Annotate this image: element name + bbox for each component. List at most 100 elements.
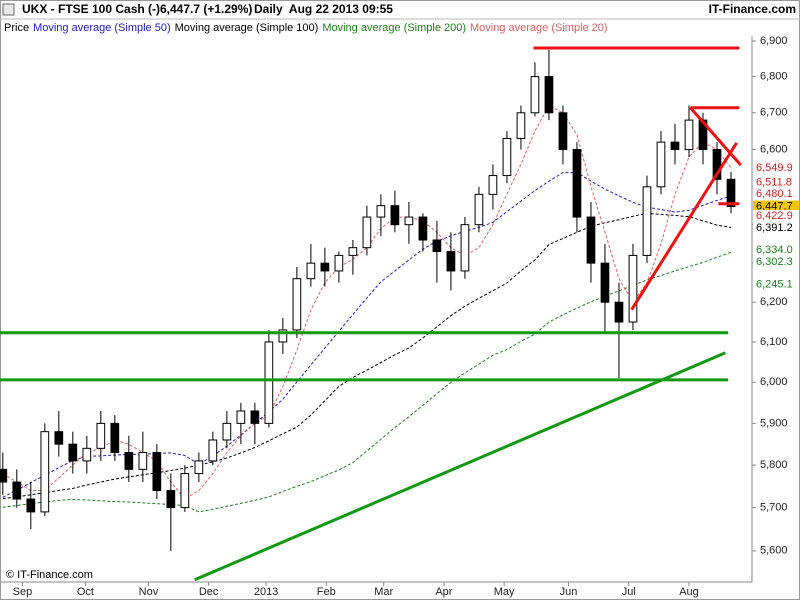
candle-body	[544, 76, 554, 114]
candle-body	[138, 452, 148, 470]
price-label: 6,480.1	[756, 188, 793, 200]
candle-body	[726, 178, 736, 208]
x-tick-label: Nov	[139, 586, 159, 598]
candle-body	[390, 205, 400, 226]
candle-body	[320, 262, 330, 272]
candle-body	[96, 422, 106, 449]
candle-body	[68, 443, 78, 462]
candle-body	[82, 447, 92, 462]
price-label: 6,334.0	[756, 244, 793, 256]
y-tick-label: 6,700	[760, 107, 788, 119]
candle-body	[348, 247, 358, 256]
x-tick-label: Jun	[560, 586, 578, 598]
price-label-box	[753, 278, 799, 291]
candle-body	[642, 186, 652, 256]
y-tick-label: 5,800	[760, 459, 788, 471]
candle-body	[558, 112, 568, 151]
price-label: 6,511.8	[756, 176, 792, 188]
price-label-box	[753, 162, 799, 175]
price-label-box	[753, 209, 799, 222]
candle-body	[278, 329, 288, 343]
x-tick-label: Oct	[77, 586, 94, 598]
candle-body	[670, 141, 680, 151]
candle-body	[194, 460, 204, 475]
x-tick-label: Jul	[622, 586, 636, 598]
price-label: 6,302.3	[756, 256, 793, 268]
candle-body	[292, 278, 302, 331]
y-tick-label: 6,100	[760, 336, 788, 348]
watermark: © IT-Finance.com	[6, 569, 93, 581]
candle-body	[250, 410, 260, 424]
price-label: 6,245.1	[756, 278, 793, 290]
y-tick-label: 6,800	[760, 71, 788, 83]
candle-body	[110, 422, 120, 454]
candle-body	[656, 141, 666, 188]
candle-body	[712, 149, 722, 180]
trend-line	[194, 351, 726, 582]
candle-body	[334, 254, 344, 272]
x-tick-label: 2013	[254, 586, 278, 598]
legend-price: Price	[4, 22, 29, 34]
x-tick-label: Sep	[13, 586, 33, 598]
x-tick-label: May	[494, 586, 515, 598]
candle-body	[432, 239, 442, 253]
chart-title: UKX - FTSE 100 Cash (-)	[22, 2, 160, 16]
y-tick-label: 5,900	[760, 417, 788, 429]
price-label-box	[753, 176, 799, 189]
menu-icon[interactable]	[2, 3, 15, 16]
trend-line	[689, 106, 742, 167]
price-label-box	[753, 256, 799, 269]
candle-body	[208, 439, 218, 462]
candle-body	[306, 262, 316, 280]
moving-average-line	[2, 104, 732, 500]
moving-average-line	[2, 172, 732, 498]
candle-body	[264, 341, 274, 424]
candle-body	[572, 149, 582, 218]
y-tick-label: 6,000	[760, 376, 788, 388]
legend-entry: Moving average (Simple 20)	[470, 22, 608, 34]
price-label: 6,422.9	[756, 210, 793, 222]
y-tick-label: 6,900	[760, 35, 788, 47]
candle-body	[418, 216, 428, 241]
candle-body	[376, 205, 386, 218]
candle-body	[26, 498, 36, 513]
y-tick-label: 5,700	[760, 502, 788, 514]
moving-average-line	[2, 212, 732, 500]
candle-body	[362, 216, 372, 249]
candle-body	[54, 431, 64, 445]
candle-body	[488, 175, 498, 195]
y-tick-label: 6,200	[760, 296, 788, 308]
legend: Price Moving average (Simple 50) Moving av…	[4, 22, 608, 34]
x-tick-label: Apr	[435, 586, 452, 598]
last-price: 6,447.7 (+1.29%)	[160, 2, 252, 16]
price-label-box	[753, 200, 799, 213]
source: IT-Finance.com	[709, 2, 796, 16]
trend-line	[630, 142, 738, 311]
candle-body	[502, 137, 512, 177]
price-label-box	[753, 244, 799, 257]
candle-body	[586, 216, 596, 264]
candle-body	[404, 216, 414, 226]
candle-body	[222, 422, 232, 441]
candle-body	[600, 262, 610, 303]
candle-body	[614, 301, 624, 323]
candle-body	[0, 468, 8, 483]
price-label: 6,549.9	[756, 162, 793, 174]
price-label-box	[753, 222, 799, 235]
legend-entry: Moving average (Simple 200)	[322, 22, 466, 34]
candle-body	[460, 224, 470, 272]
x-tick-label: Aug	[679, 586, 699, 598]
y-tick-label: 5,600	[760, 545, 788, 557]
price-label-box	[753, 188, 799, 201]
candle-body	[628, 254, 638, 323]
candle-body	[236, 410, 246, 424]
candle-body	[516, 112, 526, 139]
price-label: 6,447.7	[756, 200, 793, 212]
moving-average-line	[2, 251, 732, 513]
candle-body	[530, 76, 540, 114]
candle-body	[40, 431, 50, 513]
candle-body	[12, 481, 22, 500]
candle-body	[684, 119, 694, 151]
